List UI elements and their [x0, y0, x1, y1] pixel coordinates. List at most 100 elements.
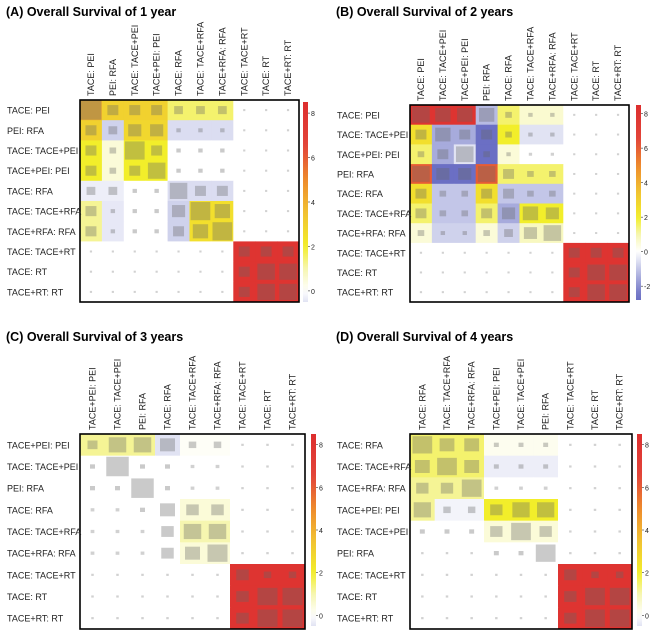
heatmap-cell [80, 261, 103, 283]
row-label: TACE: RT [337, 268, 378, 278]
heatmap-cell [563, 164, 586, 185]
size-marker [110, 229, 116, 234]
heatmap-cell [582, 564, 608, 587]
size-marker [196, 106, 205, 115]
heatmap-cell [497, 144, 520, 165]
size-marker [266, 443, 269, 446]
heatmap-cell [130, 520, 156, 543]
size-marker [507, 251, 510, 254]
heatmap-cell [410, 585, 436, 608]
heatmap-cell [205, 434, 231, 457]
size-marker [616, 192, 620, 195]
heatmap-cell [607, 542, 633, 565]
size-marker [544, 573, 547, 576]
heatmap-cell [410, 164, 433, 185]
heatmap-cell [434, 542, 460, 565]
heatmap-cell [189, 140, 212, 161]
heatmap-cell [484, 542, 510, 565]
size-marker [199, 270, 202, 273]
heatmap-cell [541, 203, 564, 224]
heatmap-cell [431, 164, 455, 185]
heatmap-cell [453, 282, 477, 303]
size-marker [132, 188, 137, 193]
size-marker [216, 573, 219, 576]
heatmap-cell [563, 144, 586, 165]
size-marker [528, 152, 533, 156]
heatmap-cell [101, 100, 125, 121]
size-marker [141, 595, 144, 598]
size-marker [89, 270, 93, 273]
heatmap-cell [431, 183, 455, 204]
size-marker [595, 113, 598, 116]
heatmap-cell [541, 164, 564, 185]
row-label: TACE: TACE+RFA [337, 462, 411, 472]
heatmap-cell [484, 434, 510, 457]
heatmap-cell [533, 585, 559, 608]
heatmap-cell [189, 120, 212, 141]
size-marker [177, 250, 180, 253]
column-label: TACE: RT [263, 389, 273, 430]
size-marker [265, 129, 268, 132]
size-marker [85, 125, 97, 136]
row-label: TACE+RT: RT [337, 288, 394, 298]
size-marker [111, 290, 114, 293]
heatmap-cell [410, 434, 436, 457]
size-marker [165, 486, 170, 491]
size-marker [265, 169, 268, 172]
size-marker [569, 530, 572, 533]
heatmap-cell [145, 281, 168, 303]
heatmap-cell [255, 499, 281, 522]
size-marker [437, 149, 449, 160]
size-marker [286, 149, 290, 152]
column-label: TACE: TACE+RFA [442, 356, 452, 430]
size-marker [595, 172, 598, 175]
heatmap-cell [475, 242, 498, 263]
heatmap-cell [230, 542, 256, 565]
heatmap-cell [130, 455, 156, 478]
size-marker [190, 464, 195, 469]
size-marker [241, 487, 244, 490]
heatmap-cell [211, 281, 234, 303]
heatmap-cell [475, 262, 498, 283]
heatmap-cell [80, 100, 103, 121]
heatmap-cell [230, 564, 256, 587]
column-label: TACE: TACE+PEI [438, 30, 448, 101]
heatmap-cell [255, 585, 281, 608]
heatmap-cell [211, 140, 234, 161]
heatmap-cell [167, 221, 190, 242]
size-marker [215, 464, 220, 469]
heatmap-cell [431, 262, 455, 283]
size-marker [543, 464, 549, 469]
row-label: TACE: TACE+PEI [337, 527, 408, 537]
size-marker [591, 571, 599, 579]
heatmap-cell [167, 180, 190, 202]
size-marker [416, 482, 429, 494]
size-marker [140, 464, 145, 469]
size-marker [176, 128, 181, 133]
size-marker [151, 145, 163, 156]
size-marker [595, 153, 598, 156]
size-marker [587, 264, 605, 281]
colorbar-tick-label: 8 [311, 111, 315, 118]
size-marker [282, 587, 303, 606]
size-marker [160, 438, 175, 452]
heatmap-cell [434, 455, 460, 478]
size-marker [150, 124, 164, 137]
heatmap-cell [80, 520, 106, 543]
heatmap-cell [459, 455, 485, 478]
size-marker [595, 133, 598, 136]
row-label: TACE: TACE+RT [7, 570, 76, 580]
size-marker [241, 465, 244, 468]
row-label: TACE: TACE+PEI [7, 462, 78, 472]
size-marker [551, 291, 554, 294]
column-label: PEI: RFA [108, 59, 118, 96]
size-marker [124, 141, 145, 160]
size-marker [512, 502, 530, 518]
size-marker [286, 210, 290, 213]
size-marker [529, 251, 532, 254]
size-marker [265, 149, 268, 152]
size-marker [441, 271, 444, 274]
heatmap-cell [410, 183, 433, 204]
size-marker [177, 270, 180, 273]
heatmap-cell [558, 520, 584, 543]
